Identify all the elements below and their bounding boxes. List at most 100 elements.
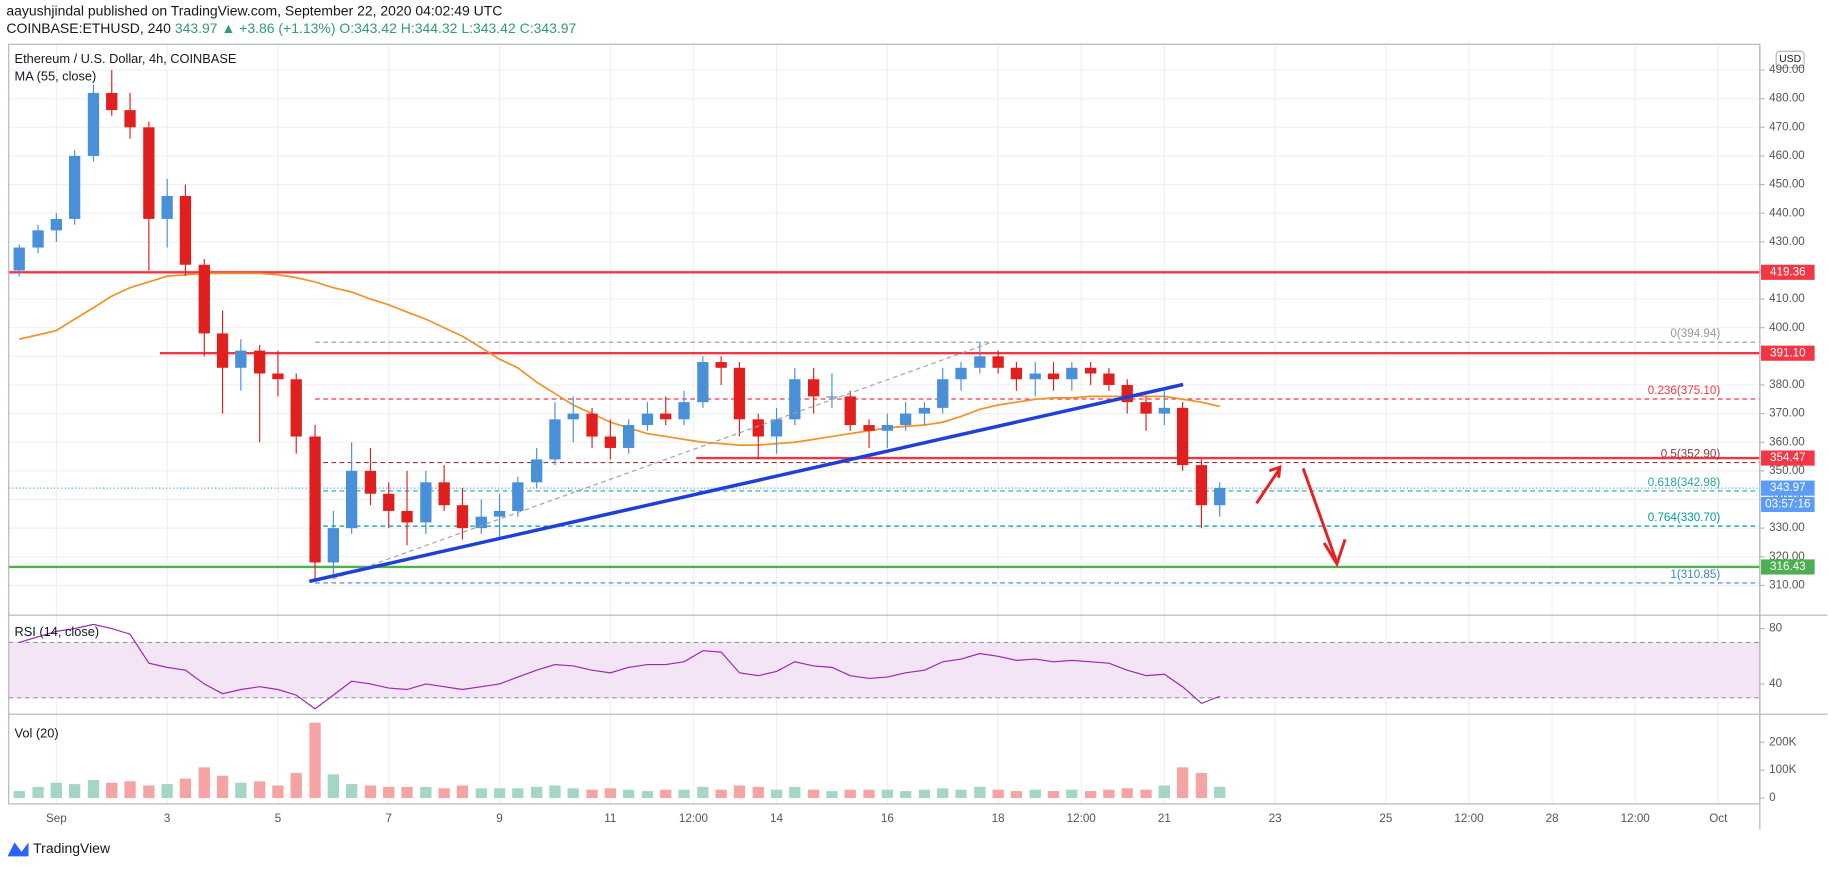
candle-body xyxy=(345,470,358,529)
y-tick-label: 380.00 xyxy=(1769,378,1805,391)
volume-bar xyxy=(87,779,100,799)
candle-body xyxy=(143,127,155,219)
x-tick-label: 5 xyxy=(275,812,281,825)
volume-bar xyxy=(992,789,1004,799)
candle-body xyxy=(1066,367,1078,380)
candle-body xyxy=(678,402,690,420)
x-tick-label: 14 xyxy=(770,812,783,825)
vol-tick-label: 0 xyxy=(1769,791,1776,804)
candle-body xyxy=(586,413,598,437)
volume-bar xyxy=(124,781,136,799)
fib-label: 1(310.85) xyxy=(1670,568,1720,581)
price-tag xyxy=(1761,264,1815,280)
volume-bar xyxy=(844,789,856,799)
volume-bar xyxy=(161,784,173,799)
volume-bar xyxy=(899,791,912,799)
x-tick-label: 16 xyxy=(881,812,894,825)
volume-bar xyxy=(143,785,155,799)
arrow-head xyxy=(1322,538,1347,568)
countdown: 03:57:16 xyxy=(1765,498,1810,511)
low: L:343.42 xyxy=(461,20,516,36)
currency-box[interactable] xyxy=(1775,50,1805,69)
candle-body xyxy=(364,470,377,494)
y-tick-label: 490.00 xyxy=(1769,63,1805,76)
candle-body xyxy=(475,516,487,529)
candle-body xyxy=(770,419,783,437)
x-tick-label: Oct xyxy=(1709,812,1728,825)
x-tick-label: 21 xyxy=(1158,812,1171,825)
price-tag xyxy=(1761,480,1815,496)
y-tick-label: 460.00 xyxy=(1769,149,1805,162)
candle-body xyxy=(32,230,44,248)
candle-body xyxy=(1121,384,1133,403)
y-tick-label: 370.00 xyxy=(1769,407,1805,420)
price-tag-label: 354.47 xyxy=(1770,451,1806,464)
candle-body xyxy=(974,356,986,368)
fib-label: 0.764(330.70) xyxy=(1648,511,1721,524)
candle-body xyxy=(327,528,340,563)
volume-bar xyxy=(198,767,210,799)
plot-layer xyxy=(8,44,1760,804)
candle-body xyxy=(1084,367,1097,374)
y-tick-label: 350.00 xyxy=(1769,464,1805,477)
x-tick-label: 18 xyxy=(992,812,1005,825)
volume-bar xyxy=(32,786,44,799)
volume-bar xyxy=(660,789,672,799)
rsi-band xyxy=(8,642,1760,698)
candle-body xyxy=(641,413,654,426)
volume-bar xyxy=(622,789,635,799)
volume-bar xyxy=(1047,791,1060,799)
symbol: COINBASE:ETHUSD, 240 xyxy=(6,20,171,36)
price-tag-label: 391.10 xyxy=(1770,346,1806,359)
high: H:344.32 xyxy=(401,20,458,36)
candle-body xyxy=(955,367,967,380)
candle-body xyxy=(881,425,893,431)
volume-bar xyxy=(641,791,654,799)
volume-bar xyxy=(438,788,450,799)
volume-bar xyxy=(327,774,340,799)
candle-body xyxy=(179,196,192,265)
y-tick-label: 450.00 xyxy=(1769,178,1805,191)
publisher: aayushjindal published on TradingView.co… xyxy=(6,2,502,18)
change: ▲ +3.86 (+1.13%) xyxy=(221,20,335,36)
volume-bar xyxy=(531,786,543,799)
volume-bar xyxy=(364,785,377,799)
candle-body xyxy=(549,419,561,460)
volume-bar xyxy=(290,772,302,799)
volume-bar xyxy=(68,784,81,799)
volume-bar xyxy=(179,778,192,799)
close: C:343.97 xyxy=(520,20,577,36)
volume-bar xyxy=(475,788,487,799)
volume-bar xyxy=(493,788,506,799)
candle-body xyxy=(13,247,25,271)
countdown-box xyxy=(1761,496,1815,513)
x-tick-label: 12:00 xyxy=(679,812,709,825)
volume-bar xyxy=(1176,767,1189,799)
currency[interactable]: USD xyxy=(1779,54,1802,65)
volume-bar xyxy=(604,788,616,799)
candle-body xyxy=(290,379,302,437)
volume-bar xyxy=(50,782,63,799)
candle-body xyxy=(863,425,875,431)
price-tag-label: 419.36 xyxy=(1770,265,1806,278)
vol-tick-label: 100K xyxy=(1769,763,1796,776)
open: O:343.42 xyxy=(339,20,397,36)
last: 343.97 xyxy=(175,20,218,36)
arrow xyxy=(1301,467,1339,564)
candle-body xyxy=(1195,465,1208,506)
volume-bar xyxy=(456,785,469,799)
candle-body xyxy=(808,379,820,397)
x-tick-label: 9 xyxy=(496,812,502,825)
candle-body xyxy=(752,419,764,437)
candle-body xyxy=(235,350,247,368)
volume-bar xyxy=(826,791,838,799)
volume-bar xyxy=(974,786,986,799)
x-tick-label: 25 xyxy=(1379,812,1392,825)
price-tag-label: 316.43 xyxy=(1770,560,1806,573)
y-tick-label: 430.00 xyxy=(1769,235,1805,248)
price-tag xyxy=(1761,450,1815,466)
volume-bar xyxy=(1214,786,1226,799)
candle-body xyxy=(272,373,284,380)
y-tick-label: 440.00 xyxy=(1769,206,1805,219)
